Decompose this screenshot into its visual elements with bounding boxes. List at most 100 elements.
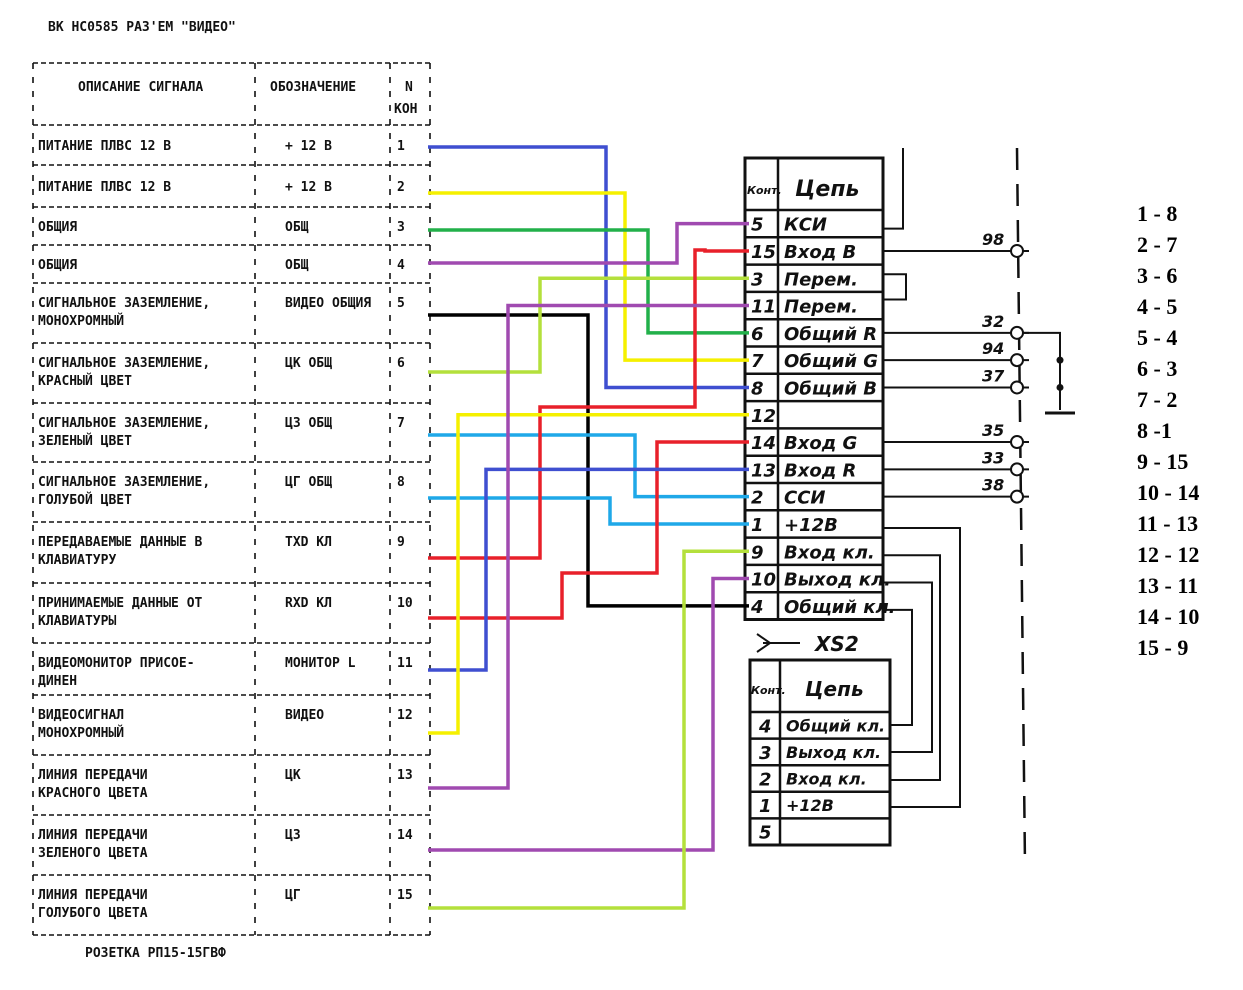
signal-description: ВИДЕОСИГНАЛ	[38, 708, 124, 723]
signal-description: СИГНАЛЬНОЕ ЗАЗЕМЛЕНИЕ,	[38, 356, 210, 371]
pin-mapping-item: 1 - 8	[1137, 201, 1177, 226]
pin-number: 5	[397, 296, 405, 311]
wire-7-to-2	[428, 433, 749, 499]
signal-description: ПЕРЕДАВАЕМЫЕ ДАННЫЕ В	[38, 535, 203, 550]
pin-mapping-item: 11 - 13	[1137, 511, 1198, 536]
header-pin: N	[405, 80, 413, 95]
connector-pin-number: 12	[751, 406, 776, 427]
wire-15-to-9	[428, 549, 749, 910]
signal-designation: ВИДЕО	[285, 708, 324, 723]
document-title: ВК НС0585 РАЗ'ЕМ "ВИДЕО"	[48, 20, 236, 35]
xs2-circuit-name: Вход кл.	[786, 770, 867, 789]
terminal-label: 38	[982, 476, 1004, 495]
pin-mapping-item: 8 -1	[1137, 418, 1172, 443]
connector-circuit-name: Вход B	[784, 242, 856, 263]
wire-12-to-12	[428, 413, 749, 735]
pin-mapping-item: 3 - 6	[1137, 263, 1177, 288]
terminal-circle	[1010, 462, 1024, 477]
connector-pin-number: 11	[751, 297, 776, 318]
pin-mapping-item: 7 - 2	[1137, 387, 1177, 412]
xs2-header-contact: Конт.	[751, 684, 786, 697]
header-pin-2: КОН	[394, 102, 417, 117]
wire-6-to-3	[428, 276, 749, 374]
pin-number: 3	[397, 220, 405, 235]
pin-mapping-item: 10 - 14	[1137, 480, 1199, 505]
signal-designation: ЦГ ОБЩ	[285, 475, 332, 490]
terminal-label: 35	[982, 421, 1004, 440]
pin-mapping-item: 9 - 15	[1137, 449, 1188, 474]
connector-circuit-name: Вход R	[784, 460, 856, 481]
terminal-circle	[1010, 243, 1024, 258]
connector-pin-number: 1	[751, 515, 764, 536]
terminal-label: 33	[982, 448, 1004, 467]
connector-pin-number: 14	[751, 433, 776, 454]
pin-number: 6	[397, 356, 405, 371]
xs2-lead	[883, 554, 941, 781]
header-designation: ОБОЗНАЧЕНИЕ	[270, 80, 356, 95]
wire-8-to-1	[428, 496, 749, 526]
connector-pin-number: 7	[751, 351, 764, 372]
pin-number: 4	[397, 258, 405, 273]
signal-description: ОБЩИЯ	[38, 220, 77, 235]
connector-pin-number: 10	[751, 570, 776, 591]
pin-mapping-item: 5 - 4	[1137, 325, 1177, 350]
connector-circuit-name: Вход G	[784, 433, 857, 454]
xs2-header-circuit: Цепь	[805, 677, 864, 701]
xs2-pin-number: 5	[759, 823, 772, 844]
dashed-boundary-line	[1015, 147, 1027, 866]
signal-description-2: КЛАВИАТУРЫ	[38, 614, 116, 629]
junction-dot	[1056, 356, 1064, 364]
signal-description: СИГНАЛЬНОЕ ЗАЗЕМЛЕНИЕ,	[38, 416, 210, 431]
xs2-pin-number: 1	[759, 796, 772, 817]
connector-pin-number: 9	[751, 542, 764, 563]
jumper-3-11	[883, 273, 907, 301]
ground-bus	[1023, 331, 1061, 410]
signal-description-2: ГОЛУБОГО ЦВЕТА	[38, 906, 148, 921]
xs2-pin-number: 3	[759, 743, 772, 764]
pin-number: 15	[397, 888, 413, 903]
connector-circuit-name: Выход кл.	[784, 570, 891, 591]
connector-circuit-name: Общий R	[784, 324, 877, 345]
terminal-circle	[1010, 325, 1024, 340]
connector-pin-number: 5	[751, 215, 764, 236]
signal-description-2: ГОЛУБОЙ ЦВЕТ	[38, 492, 132, 508]
wire-4-to-5	[428, 221, 749, 265]
signal-designation: ЦК	[285, 768, 301, 783]
signal-designation: ЦГ	[285, 888, 301, 903]
signal-description: ЛИНИЯ ПЕРЕДАЧИ	[38, 888, 148, 903]
signal-description: ПРИНИМАЕМЫЕ ДАННЫЕ ОТ	[38, 596, 203, 611]
xs2-circuit-name: Выход кл.	[786, 743, 881, 762]
pin-number: 7	[397, 416, 405, 431]
signal-description-2: МОНОХРОМНЫЙ	[38, 725, 124, 741]
connector-circuit-name: Перем.	[784, 297, 858, 318]
connector-circuit-name: ССИ	[784, 488, 825, 509]
pin-number: 13	[397, 768, 413, 783]
pin-number: 14	[397, 828, 413, 843]
connector-pin-number: 13	[751, 460, 776, 481]
signal-description: СИГНАЛЬНОЕ ЗАЗЕМЛЕНИЕ,	[38, 475, 210, 490]
pin-number: 11	[397, 656, 413, 671]
signal-designation: + 12 В	[285, 139, 332, 154]
signal-description: ЛИНИЯ ПЕРЕДАЧИ	[38, 828, 148, 843]
signal-description-2: ЗЕЛЕНОГО ЦВЕТА	[38, 846, 148, 861]
connector-circuit-name: Общий B	[784, 378, 877, 399]
signal-designation: ВИДЕО ОБЩИЯ	[285, 296, 371, 311]
connector-pin-number: 6	[751, 324, 764, 345]
pin-number: 9	[397, 535, 405, 550]
signal-description-2: ДИНЕН	[38, 674, 77, 689]
connector-circuit-name: Общий кл.	[784, 597, 896, 618]
terminal-label: 37	[982, 366, 1005, 385]
connector-pin-number: 8	[751, 378, 764, 399]
signal-designation: ЦЗ ОБЩ	[285, 416, 332, 431]
wire-3-to-6	[428, 228, 749, 335]
wire-10-to-14	[428, 440, 749, 620]
signal-designation: TXD КЛ	[285, 535, 332, 550]
xs2-lead	[883, 608, 913, 726]
signal-description-2: КРАСНОГО ЦВЕТА	[38, 786, 148, 801]
header-description: ОПИСАНИЕ СИГНАЛА	[78, 80, 203, 95]
signal-designation: МОНИТОР L	[285, 656, 356, 671]
ksi-lead	[883, 148, 904, 230]
xs2-pin-number: 2	[759, 770, 772, 791]
xs2-lead	[883, 526, 961, 808]
